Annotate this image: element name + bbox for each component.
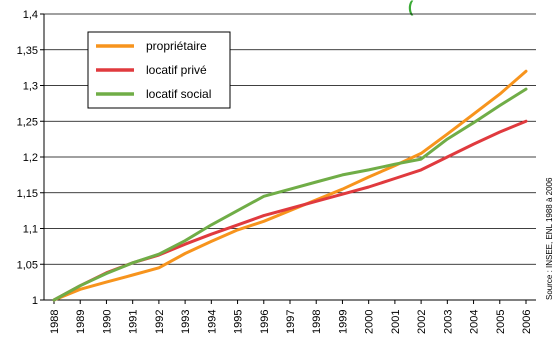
y-tick-label: 1,4: [23, 9, 38, 21]
source-note: Source : INSEE, ENL 1988 à 2006: [545, 177, 554, 300]
x-tick-label: 1988: [49, 310, 61, 334]
series-line: [52, 87, 528, 302]
y-tick-label: 1,1: [23, 224, 38, 236]
chart-legend: propriétaire locatif privé locatif social: [87, 31, 231, 109]
y-tick-label: 1,05: [17, 259, 38, 271]
x-tick-label: 2000: [364, 310, 376, 334]
x-tick-label: 1991: [128, 310, 140, 334]
x-tick-label: 1992: [154, 310, 166, 334]
y-tick-label: 1,15: [17, 188, 38, 200]
legend-label: locatif social: [146, 87, 211, 101]
legend-label: locatif privé: [146, 63, 207, 77]
y-tick-label: 1,35: [17, 45, 38, 57]
x-tick-label: 2003: [442, 310, 454, 334]
y-tick-label: 1: [32, 295, 38, 307]
chart-title-fragment: (: [408, 0, 414, 16]
y-tick-label: 1,3: [23, 81, 38, 93]
legend-label: propriétaire: [146, 39, 207, 53]
y-tick-label: 1,2: [23, 152, 38, 164]
x-tick-label: 1998: [311, 310, 323, 334]
x-tick-label: 1989: [75, 310, 87, 334]
y-tick-label: 1,25: [17, 116, 38, 128]
x-tick-label: 2005: [495, 310, 507, 334]
x-tick-label: 1994: [206, 310, 218, 334]
x-tick-label: 1993: [180, 310, 192, 334]
y-axis-ticks: 1 1,05 1,1 1,15 1,2 1,25 1,3 1,35 1,4: [17, 9, 38, 307]
x-tick-label: 1996: [259, 310, 271, 334]
x-tick-label: 1997: [285, 310, 297, 334]
x-tick-label: 2006: [521, 310, 533, 334]
x-tick-label: 2001: [390, 310, 402, 334]
x-tick-label: 2004: [469, 310, 481, 334]
x-axis-ticks: 1988 1989 1990 1991 1992 1993 1994 1995 1996 1997…: [49, 310, 533, 334]
x-tick-label: 2002: [416, 310, 428, 334]
chart-series: [52, 69, 528, 302]
series-line: [52, 69, 528, 302]
x-tick-label: 1999: [337, 310, 349, 334]
x-tick-label: 1995: [233, 310, 245, 334]
x-tick-label: 1990: [101, 310, 113, 334]
